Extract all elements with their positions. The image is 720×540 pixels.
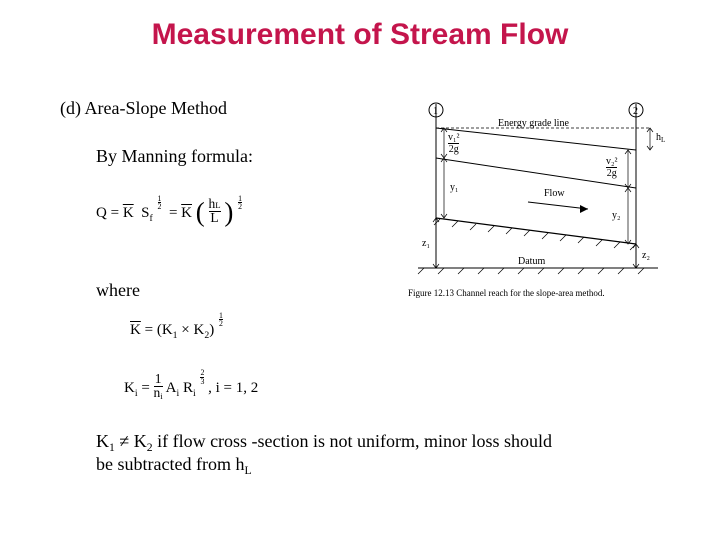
ni: i [160, 391, 162, 401]
exp-half-1: 12 [158, 197, 162, 213]
half3-num: 1 [219, 312, 223, 319]
Ki-sub: i [135, 388, 138, 399]
Ai: A [166, 380, 177, 396]
page-title: Measurement of Stream Flow [0, 0, 720, 52]
lbl-y1: y₁ [450, 182, 459, 193]
half2-den: 2 [238, 202, 242, 210]
Ri-sub: i [193, 388, 196, 399]
sym-eq4: = [141, 380, 149, 396]
note-K1-sub: 1 [109, 441, 115, 454]
ki-formula: Ki = 1 ni Ai Ri 23 , i = 1, 2 [124, 375, 258, 402]
half2-num: 1 [238, 195, 242, 202]
kbar-formula: K = (K1 × K2) 12 [130, 322, 223, 340]
note-l2a: be subtracted from h [96, 454, 244, 474]
ki-tail: , i = 1, 2 [208, 380, 258, 396]
where-label: where [96, 280, 140, 301]
Ai-sub: i [177, 388, 180, 399]
lbl-2: 2 [633, 106, 638, 117]
lbl-egl: Energy grade line [498, 118, 569, 129]
note-K2: K [134, 431, 147, 451]
Ki: K [124, 380, 135, 396]
formula-subhead: By Manning formula: [96, 146, 253, 167]
frac-hL-L: hL L [209, 198, 221, 225]
exp-half-2: 12 [238, 197, 242, 213]
title-text: Measurement of Stream Flow [152, 18, 569, 51]
hL-sub: L [215, 200, 220, 210]
sym-Kbar3: K [130, 322, 141, 339]
K1-sub: 1 [173, 330, 178, 341]
sym-eq3: = [145, 322, 153, 338]
tt-num: 2 [200, 369, 204, 376]
sym-S: S [141, 205, 149, 221]
lbl-v22g: v₂² 2g [606, 156, 617, 179]
lbl-datum: Datum [518, 256, 545, 267]
exp-twothirds: 23 [200, 371, 204, 387]
lbl-y2: y₂ [612, 210, 621, 221]
sym-Q: Q [96, 205, 107, 221]
lbl-caption: Figure 12.13 Channel reach for the slope… [408, 288, 605, 298]
lbl-z1: z₁ [422, 238, 430, 249]
note-l1c: if flow cross -section is not uniform, m… [153, 431, 552, 451]
K1: K [162, 322, 173, 338]
channel-diagram: 1 2 Energy grade line v₁² 2g v₂² 2g y₁ y… [388, 96, 688, 304]
note-text: K1 ≠ K2 if flow cross -section is not un… [96, 430, 665, 477]
half-den: 2 [158, 202, 162, 210]
note-K1: K [96, 431, 109, 451]
paren-open: ( [196, 204, 205, 220]
lbl-v12g: v₁² 2g [448, 132, 459, 155]
lbl-flow: Flow [544, 188, 565, 199]
sym-eq2: = [169, 205, 177, 221]
lbl-1: 1 [433, 106, 438, 117]
note-hL-sub: L [244, 464, 251, 477]
K2: K [194, 322, 205, 338]
exp-half-3: 12 [219, 314, 223, 330]
sym-Kbar: K [123, 205, 134, 222]
half-num: 1 [158, 195, 162, 202]
note-neq: ≠ [115, 431, 134, 451]
lbl-hL: hL [656, 132, 665, 143]
lbl-z2: z₂ [642, 250, 650, 261]
sym-eq: = [111, 205, 119, 221]
section-label: (d) Area-Slope Method [60, 98, 227, 119]
sym-Kbar2: K [181, 205, 192, 222]
Ri: R [183, 380, 193, 396]
manning-formula: Q = K Sf 12 = K ( hL L ) 12 [96, 200, 242, 227]
K2-sub: 2 [204, 330, 209, 341]
tt-den: 3 [200, 377, 204, 385]
close: ) [209, 322, 214, 338]
frac-1-n: 1 ni [154, 373, 163, 400]
times: × [181, 322, 189, 338]
half3-den: 2 [219, 319, 223, 327]
sym-Sf: f [150, 213, 153, 224]
L-d: L [209, 211, 221, 225]
note-K2-sub: 2 [147, 441, 153, 454]
paren-close: ) [224, 204, 233, 220]
